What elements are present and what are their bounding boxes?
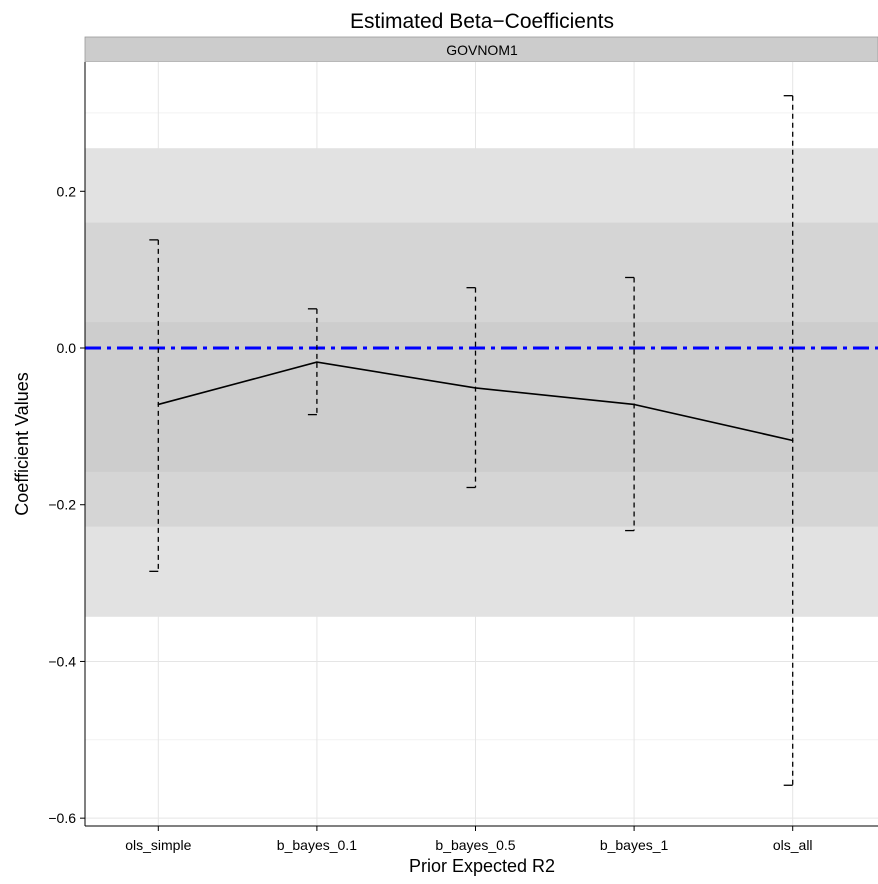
y-axis-title: Coefficient Values <box>12 372 32 515</box>
estimate-point-ols_simple <box>157 403 160 406</box>
estimate-point-b_bayes_0.5 <box>474 387 477 389</box>
facet-strip <box>84 36 878 63</box>
interval-bands <box>85 148 878 617</box>
estimate-point-b_bayes_1 <box>633 403 635 406</box>
chart-title: Estimated Beta−Coefficients <box>350 10 614 33</box>
x-axis-title: Prior Expected R2 <box>409 856 555 876</box>
y-tick-label: −0.2 <box>48 497 76 513</box>
facet-strip-label: GOVNOM1 <box>446 42 518 58</box>
y-tick-label: 0.2 <box>57 183 77 199</box>
estimate-point-b_bayes_0.1 <box>316 361 318 363</box>
x-axis-ticks: ols_simple b_bayes_0.1 b_bayes_0.5 b_bayes_… <box>125 826 813 853</box>
x-tick-label: ols_simple <box>125 837 191 853</box>
x-tick-label: b_bayes_1 <box>600 837 669 853</box>
y-tick-label: 0.0 <box>57 340 77 356</box>
x-tick-label: ols_all <box>773 837 813 853</box>
estimate-line-group <box>157 361 794 442</box>
x-tick-label: b_bayes_0.1 <box>277 837 357 853</box>
interval-band-3 <box>85 322 878 472</box>
y-tick-label: −0.6 <box>48 810 76 826</box>
x-tick-label: b_bayes_0.5 <box>435 837 515 853</box>
estimate-point-ols_all <box>791 439 794 442</box>
y-axis-ticks: −0.6 −0.4 −0.2 0.0 0.2 <box>48 183 85 826</box>
y-tick-label: −0.4 <box>48 653 76 669</box>
